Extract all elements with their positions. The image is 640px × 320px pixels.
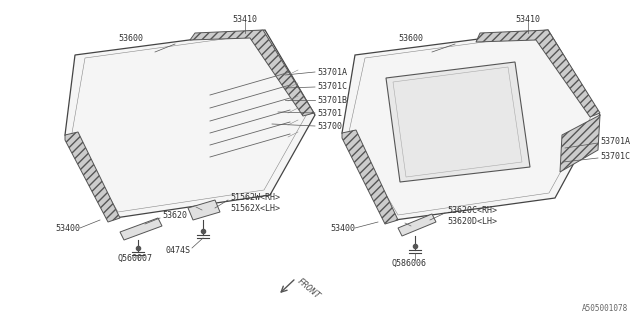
- Text: 53410: 53410: [232, 14, 257, 23]
- Text: 53600: 53600: [118, 34, 143, 43]
- Text: 53700: 53700: [317, 122, 342, 131]
- Polygon shape: [560, 115, 600, 172]
- Text: 51562W<RH>: 51562W<RH>: [230, 193, 280, 202]
- Polygon shape: [65, 132, 120, 222]
- Text: FRONT: FRONT: [295, 276, 321, 301]
- Text: A505001078: A505001078: [582, 304, 628, 313]
- Polygon shape: [342, 30, 600, 220]
- Text: 53701A: 53701A: [600, 137, 630, 146]
- Text: 53400: 53400: [330, 223, 355, 233]
- Polygon shape: [65, 30, 315, 218]
- Text: 53701C: 53701C: [600, 151, 630, 161]
- Text: Q560007: Q560007: [118, 253, 153, 262]
- Text: Q586006: Q586006: [392, 259, 427, 268]
- Polygon shape: [398, 214, 436, 236]
- Text: 53600: 53600: [398, 34, 423, 43]
- Text: 53701C: 53701C: [317, 82, 347, 91]
- Text: 53701: 53701: [317, 108, 342, 117]
- Polygon shape: [190, 30, 314, 116]
- Text: 53620: 53620: [162, 211, 187, 220]
- Polygon shape: [476, 30, 600, 117]
- Text: 53620D<LH>: 53620D<LH>: [447, 217, 497, 226]
- Text: 53620C<RH>: 53620C<RH>: [447, 205, 497, 214]
- Polygon shape: [120, 218, 162, 240]
- Polygon shape: [386, 62, 530, 182]
- Text: 0474S: 0474S: [165, 245, 190, 254]
- Text: 53701B: 53701B: [317, 95, 347, 105]
- Text: 53400: 53400: [55, 223, 80, 233]
- Text: 51562X<LH>: 51562X<LH>: [230, 204, 280, 212]
- Text: 53410: 53410: [515, 14, 541, 23]
- Text: 53701A: 53701A: [317, 68, 347, 76]
- Polygon shape: [342, 130, 398, 224]
- Polygon shape: [188, 200, 220, 220]
